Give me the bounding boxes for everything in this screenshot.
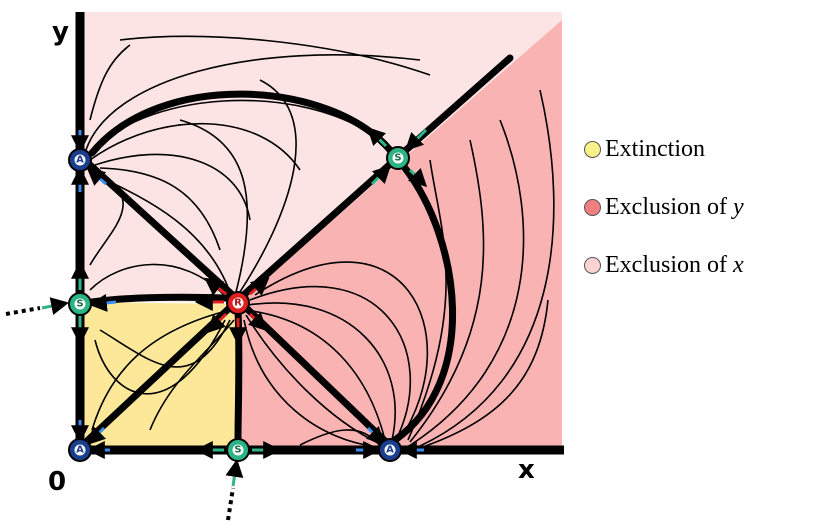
legend-label: Extinction xyxy=(605,135,705,162)
inflow-arrow-bottom-head xyxy=(225,458,244,487)
node-arrows xyxy=(71,126,428,459)
node-letter: S xyxy=(76,299,83,310)
axes: y x 0 xyxy=(48,12,564,497)
node-letter: S xyxy=(394,153,401,164)
node-letter: A xyxy=(386,445,394,456)
legend-label: Exclusion of xyxy=(605,193,733,220)
y-axis-attractor-node: A xyxy=(68,148,92,172)
inflow-arrow-bottom xyxy=(226,487,235,521)
trajectory xyxy=(243,319,379,448)
separatrix-right xyxy=(391,164,457,444)
extinction-swatch-icon xyxy=(584,140,601,158)
node-letter: R xyxy=(234,298,242,309)
trajectory xyxy=(254,261,429,441)
inflow-arrow-left xyxy=(5,306,41,316)
trajectory xyxy=(91,309,231,431)
trajectory xyxy=(244,309,386,441)
trajectory xyxy=(119,35,431,76)
separatrix-upper xyxy=(88,90,394,157)
exclusion-of-y-region xyxy=(238,20,562,450)
x-axis-label: x xyxy=(518,455,535,485)
trajectory xyxy=(89,122,301,171)
trajectory xyxy=(94,319,226,395)
y-axis-label: y xyxy=(52,17,69,47)
trajectory xyxy=(419,299,549,449)
inflow-arrows xyxy=(5,297,244,521)
trajectory xyxy=(249,286,412,441)
nodes: A A A S S S R xyxy=(68,146,410,462)
trajectory xyxy=(89,44,131,121)
separatrix-R-to-yA xyxy=(86,161,242,304)
trajectory xyxy=(85,54,421,151)
exclusion-y-swatch-icon xyxy=(584,198,601,216)
x-axis-attractor-node: A xyxy=(378,438,402,462)
trajectory xyxy=(419,89,555,447)
inflow-arrow-left-head xyxy=(41,297,70,315)
diagonal-saddle-node: S xyxy=(386,146,410,170)
legend-item-extinction: Extinction xyxy=(584,133,744,165)
legend-item-exclusion-x: Exclusion of x xyxy=(584,249,744,281)
node-letter: A xyxy=(76,155,84,166)
legend-item-exclusion-y: Exclusion of y xyxy=(584,191,744,223)
separatrix-diagonal-to-saddle xyxy=(234,154,401,304)
trajectory xyxy=(99,167,221,251)
y-axis-saddle-node: S xyxy=(68,292,92,316)
trajectory xyxy=(245,314,381,445)
x-axis-saddle-node: S xyxy=(226,438,250,462)
legend-label: Exclusion of xyxy=(605,251,733,278)
repeller-node: R xyxy=(226,291,250,315)
trajectory xyxy=(411,119,525,445)
trajectory xyxy=(247,302,396,441)
origin-attractor-node: A xyxy=(68,438,92,462)
exclusion-x-swatch-icon xyxy=(584,256,601,274)
legend-variable: x xyxy=(732,251,744,278)
origin-label: 0 xyxy=(48,467,66,497)
node-letter: S xyxy=(234,445,241,456)
legend: Extinction Exclusion of y Exclusion of x xyxy=(584,133,744,307)
trajectory xyxy=(94,153,251,221)
node-letter: A xyxy=(76,445,84,456)
exclusion-of-x-region-main xyxy=(80,12,562,303)
trajectory xyxy=(409,139,485,443)
trajectory xyxy=(179,119,249,297)
legend-variable: y xyxy=(732,193,744,220)
